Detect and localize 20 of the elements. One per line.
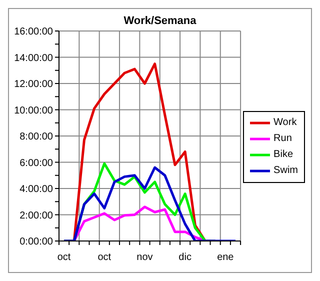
y-tick-label: 14:00:00 bbox=[14, 52, 54, 64]
y-tick-label: 6:00:00 bbox=[20, 158, 54, 169]
y-tick-label: 12:00:00 bbox=[14, 79, 54, 90]
legend-label: Bike bbox=[274, 148, 293, 162]
line-series bbox=[62, 166, 237, 241]
y-tick-label: 10:00:00 bbox=[14, 105, 54, 116]
y-tick-label: 2:00:00 bbox=[20, 210, 54, 222]
legend-label: Run bbox=[274, 132, 292, 146]
legend-label: Work bbox=[274, 116, 297, 130]
x-tick-label: oct bbox=[98, 252, 112, 264]
x-tick-label: oct bbox=[57, 252, 71, 264]
y-tick-label: 16:00:00 bbox=[14, 26, 54, 38]
x-tick-label: ene bbox=[217, 252, 234, 264]
legend-label: Swim bbox=[274, 164, 298, 178]
x-tick-label: dic bbox=[178, 252, 192, 264]
chart-title: Work/Semana bbox=[122, 15, 198, 27]
y-tick-label: 8:00:00 bbox=[20, 132, 54, 143]
y-tick-label: 4:00:00 bbox=[20, 184, 54, 196]
x-tick-label: nov bbox=[136, 252, 153, 264]
y-tick-label: 0:00:00 bbox=[20, 236, 54, 248]
